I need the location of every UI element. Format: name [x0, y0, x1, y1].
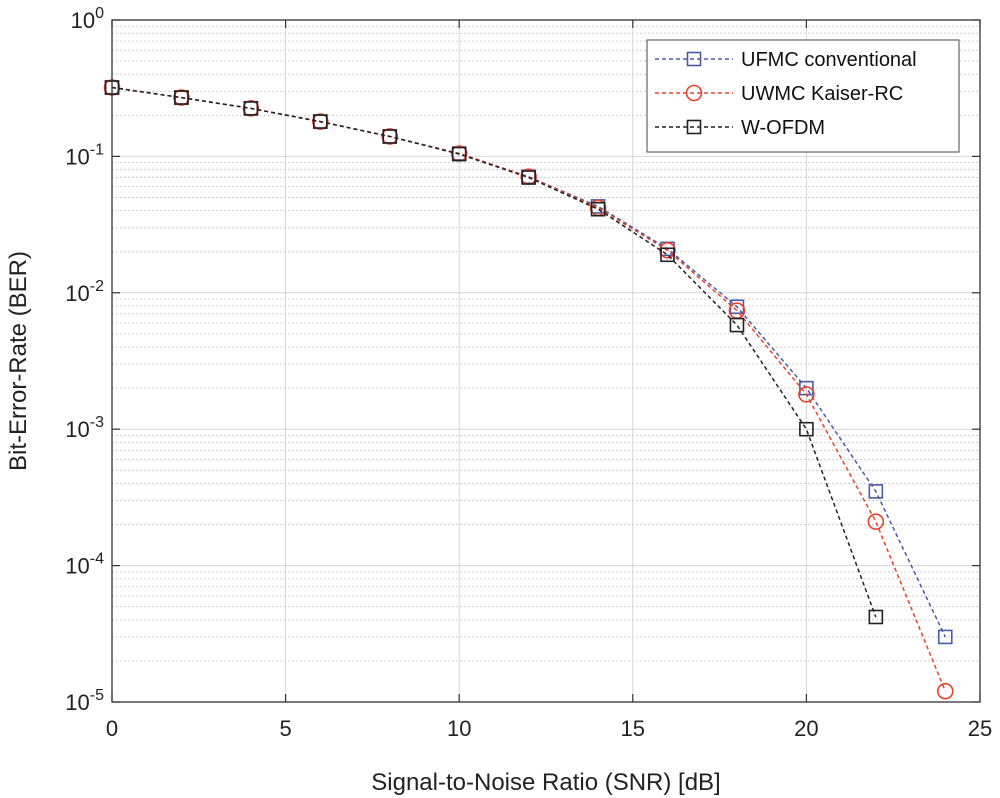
- data-point: [173, 89, 190, 106]
- legend-marker: [686, 119, 702, 135]
- data-point: [451, 146, 467, 162]
- x-tick-label: 25: [968, 716, 992, 741]
- x-tick-label: 15: [621, 716, 645, 741]
- data-point: [382, 129, 398, 144]
- data-point: [381, 128, 399, 145]
- data-point: [868, 484, 884, 499]
- y-tick-label: 10-2: [65, 278, 104, 306]
- data-point: [312, 113, 329, 130]
- data-point: [590, 201, 606, 217]
- data-point: [937, 629, 953, 645]
- legend-label: UWMC Kaiser-RC: [741, 83, 903, 105]
- x-axis-label: Signal-to-Noise Ratio (SNR) [dB]: [371, 769, 720, 796]
- legend-marker: [685, 84, 703, 102]
- data-point: [243, 101, 259, 116]
- data-point: [242, 100, 260, 117]
- series-lines: [103, 79, 954, 700]
- data-point: [867, 513, 885, 530]
- data-point: [660, 247, 675, 263]
- y-tick-label: 10-5: [65, 687, 104, 715]
- y-tick-label: 10-4: [65, 551, 104, 579]
- y-axis-label: Bit-Error-Rate (BER): [5, 251, 32, 471]
- data-point: [798, 386, 815, 403]
- legend: UFMC conventional UWMC Kaiser-RC W-OFDM: [646, 39, 960, 153]
- data-point: [936, 682, 954, 700]
- legend-item: UWMC Kaiser-RC: [655, 83, 903, 105]
- y-tick-label: 10-1: [65, 141, 104, 169]
- legend-label: UFMC conventional: [741, 49, 917, 71]
- series-line: [111, 86, 877, 618]
- legend-item: W-OFDM: [655, 117, 825, 139]
- y-tick-label: 10-3: [65, 414, 104, 442]
- axis-ticks: 0 5 10 15 20 25 100 10-1 10-2 10-3 10-4 10-5: [65, 5, 992, 741]
- series-w-ofdm: [104, 80, 884, 625]
- legend-item: UFMC conventional: [655, 49, 917, 71]
- x-tick-label: 10: [447, 716, 471, 741]
- data-point: [313, 114, 328, 129]
- data-point: [729, 317, 745, 333]
- x-tick-label: 0: [106, 716, 118, 741]
- data-point: [799, 421, 814, 437]
- x-tick-label: 5: [279, 716, 291, 741]
- plot-frame: [111, 19, 981, 703]
- legend-marker: [686, 51, 702, 67]
- data-point: [174, 90, 189, 105]
- data-point: [868, 609, 884, 625]
- data-point: [521, 170, 536, 185]
- y-tick-label: 100: [71, 5, 104, 33]
- legend-label: W-OFDM: [741, 117, 825, 139]
- x-tick-label: 20: [794, 716, 818, 741]
